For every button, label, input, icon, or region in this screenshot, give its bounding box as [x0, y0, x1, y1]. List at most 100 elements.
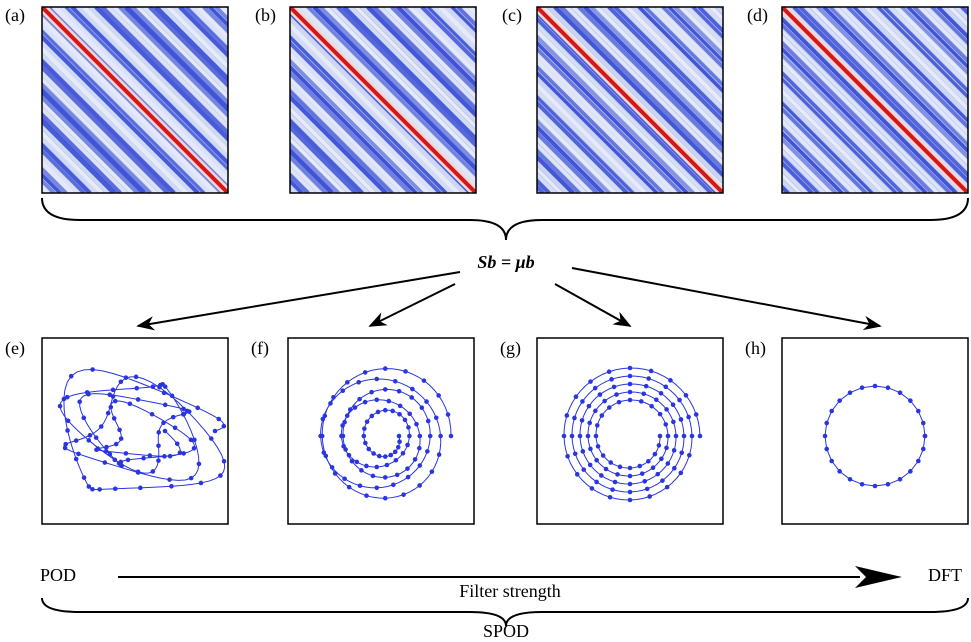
stripe — [100, 7, 228, 137]
stripe — [420, 7, 476, 64]
trajectory-point — [649, 403, 654, 409]
trajectory-point — [627, 397, 633, 403]
trajectory-point — [607, 405, 612, 410]
trajectory-point — [364, 463, 369, 469]
trajectory-point — [577, 433, 583, 439]
trajectory-point — [396, 388, 402, 394]
stripe — [537, 130, 599, 193]
trajectory-point — [393, 457, 399, 463]
stripe — [42, 45, 188, 193]
trajectory-point — [162, 428, 168, 434]
trajectory-point — [668, 378, 673, 383]
diagonal — [290, 7, 476, 193]
trajectory-point — [162, 384, 168, 389]
trajectory-point — [65, 418, 71, 424]
trajectory-point — [403, 369, 408, 374]
stripe — [834, 7, 968, 142]
stripe — [42, 100, 134, 193]
diagonal — [782, 7, 968, 193]
panel-frame — [781, 337, 969, 525]
stripe — [42, 34, 200, 193]
trajectory-point — [322, 413, 328, 419]
stripe — [537, 40, 689, 193]
stripe — [782, 118, 856, 193]
trajectory-point — [594, 457, 599, 463]
trajectory-point — [181, 451, 186, 456]
stripe — [782, 16, 958, 193]
trajectory-point — [323, 453, 329, 459]
trajectory-point — [331, 395, 336, 400]
trajectory-point — [362, 426, 367, 431]
trajectory-point — [397, 403, 403, 409]
trajectory-point — [374, 376, 380, 382]
stripe — [402, 7, 476, 82]
stripe — [348, 7, 476, 136]
trajectory-point — [644, 486, 650, 492]
stripe — [537, 46, 683, 193]
stripe — [124, 7, 228, 113]
trajectory-point — [135, 397, 141, 402]
trajectory-point — [382, 495, 388, 501]
stripe — [142, 7, 228, 94]
trajectory-point — [93, 435, 99, 440]
trajectory-point — [181, 406, 186, 412]
trajectory-point — [646, 458, 651, 464]
stripe — [290, 40, 442, 193]
trajectory-point — [195, 405, 200, 411]
trajectory-point — [392, 378, 398, 384]
stripe — [330, 7, 476, 154]
stripe — [537, 76, 653, 193]
trajectory-point — [405, 466, 410, 471]
panel-frame — [289, 6, 477, 194]
trajectory-point — [221, 423, 227, 429]
trajectory-point — [57, 403, 63, 409]
stripe — [553, 7, 723, 178]
trajectory-point — [167, 477, 172, 482]
stripe — [537, 106, 623, 193]
trajectory-point — [382, 366, 388, 371]
diagonal — [42, 7, 228, 193]
trajectory-point — [659, 456, 664, 462]
trajectory-point — [102, 460, 108, 465]
trajectory-point — [589, 486, 595, 491]
trajectory-point — [359, 468, 364, 473]
stripe — [537, 112, 617, 193]
panel-label: (h) — [745, 338, 766, 359]
trajectory-point — [585, 433, 591, 439]
stripe — [42, 106, 128, 193]
trajectory-point — [638, 399, 644, 404]
trajectory-point — [105, 410, 111, 416]
stripe — [782, 70, 904, 193]
trajectory-point — [643, 383, 649, 389]
trajectory-point — [394, 472, 400, 478]
stripe — [42, 28, 206, 193]
trajectory-point — [664, 407, 669, 412]
trajectory-point — [177, 450, 183, 456]
stripe — [559, 7, 723, 172]
trajectory-point — [580, 449, 586, 454]
trajectory-point — [405, 474, 411, 480]
trajectory-point — [606, 369, 612, 375]
trajectory-point — [188, 437, 194, 443]
trajectory-point — [687, 452, 692, 458]
stripe — [537, 82, 647, 193]
stripe — [148, 7, 228, 89]
trajectory-point — [362, 370, 368, 375]
trajectory-point — [340, 388, 346, 394]
trajectory-point — [445, 412, 451, 417]
stripe — [782, 76, 898, 193]
panel-frame — [536, 6, 724, 194]
stripe — [601, 7, 723, 130]
stripe — [290, 34, 448, 193]
trajectory-point — [86, 438, 92, 443]
stripe — [782, 64, 910, 193]
stripe — [42, 58, 176, 193]
stripe — [782, 112, 862, 193]
trajectory-point — [885, 385, 891, 391]
stripe — [160, 7, 228, 76]
stripe — [64, 7, 228, 172]
trajectory-point — [405, 442, 410, 448]
trajectory-point — [113, 441, 119, 447]
trajectory-point — [63, 441, 69, 447]
stripe — [318, 7, 476, 167]
